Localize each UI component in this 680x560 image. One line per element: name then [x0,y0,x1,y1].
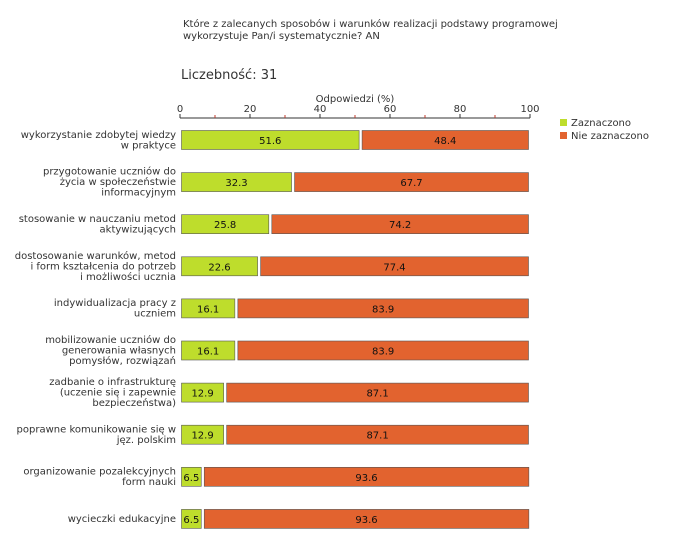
bar-value-label: 25.8 [214,220,236,231]
chart-title-line-2: wykorzystuje Pan/i systematycznie? AN [183,31,380,42]
category-label-7: poprawne komunikowanie się w jęz. polskim [17,424,176,446]
legend-swatch-zaznaczono [560,119,567,126]
bar-value-label: 16.1 [197,304,219,315]
bar-zaznaczono-5 [181,340,236,361]
bar-zaznaczono-4 [181,298,236,319]
x-tick-label-100: 100 [520,104,539,115]
bar-value-label: 93.6 [355,473,377,484]
bar-zaznaczono-1 [181,172,292,192]
bar-zaznaczono-6 [181,382,224,403]
bar-value-label: 87.1 [366,389,388,400]
bar-value-label: 77.4 [383,262,405,273]
bar-value-label: 67.7 [400,178,422,189]
bar-value-label: 6.5 [183,473,199,484]
category-label-4: indywidualizacja pracy z uczniem [54,298,176,320]
category-label-8: organizowanie pozalekcyjnych form nauki [23,467,176,489]
x-tick-label-60: 60 [384,104,397,115]
bar-value-label: 16.1 [197,347,219,358]
bar-value-label: 22.6 [208,262,230,273]
bar-zaznaczono-0 [181,130,360,150]
bar-zaznaczono-2 [181,214,270,234]
bar-nie-zaznaczono-0 [361,130,529,150]
category-label-6: zadbanie o infrastrukturę (uczenie się i … [49,377,176,409]
category-label-3: dostosowanie warunków, metod i form kszta… [15,250,176,283]
legend-swatch-nie-zaznaczono [560,132,567,139]
bars: 51.6 48.4 32.3 67.7 25.8 74.2 22.6 77.4 16.1 83.9… [181,130,530,529]
bar-value-label: 32.3 [225,178,247,189]
x-tick-label-20: 20 [244,104,257,115]
bar-nie-zaznaczono-2 [271,214,529,234]
bar-zaznaczono-8 [181,466,202,487]
chart-title-line-1: Które z zalecanych sposobów i warunków r… [183,18,558,30]
bar-zaznaczono-3 [181,256,258,277]
x-tick-label-40: 40 [314,104,327,115]
bar-value-label: 12.9 [191,431,213,442]
category-label-0: wykorzystanie zdobytej wiedzy w praktyce [21,130,176,152]
bar-nie-zaznaczono-3 [260,256,529,277]
bar-nie-zaznaczono-1 [294,172,529,192]
category-label-9: wycieczki edukacyjne [68,514,176,525]
bar-nie-zaznaczono-9 [203,509,530,529]
x-tick-label-0: 0 [177,104,183,115]
legend: Zaznaczono Nie zaznaczono [560,118,649,142]
bar-zaznaczono-7 [181,424,224,445]
bar-value-label: 83.9 [372,304,394,315]
bar-nie-zaznaczono-6 [226,382,529,403]
bar-value-label: 83.9 [372,347,394,358]
category-label-1: przygotowanie uczniów do życia w społecze… [43,166,176,199]
x-tick-label-80: 80 [454,104,467,115]
bar-value-label: 12.9 [191,389,213,400]
bar-value-label: 87.1 [366,431,388,442]
bar-value-label: 51.6 [259,136,281,147]
bar-nie-zaznaczono-8 [203,466,530,487]
category-labels: wykorzystanie zdobytej wiedzy w praktyce p… [15,130,176,525]
bar-value-label: 6.5 [183,515,199,526]
x-axis: 0 20 40 60 80 100 [177,104,540,119]
category-label-2: stosowanie w nauczaniu metod aktywizujący… [19,214,176,236]
bar-value-label: 74.2 [389,220,411,231]
legend-label-zaznaczono: Zaznaczono [571,118,631,129]
bar-value-label: 93.6 [355,515,377,526]
bar-nie-zaznaczono-5 [237,340,529,361]
bar-nie-zaznaczono-4 [237,298,529,319]
legend-label-nie-zaznaczono: Nie zaznaczono [571,131,649,142]
sample-count: Liczebność: 31 [181,68,277,83]
category-label-5: mobilizowanie uczniów do generowania włas… [45,334,176,367]
bar-value-label: 48.4 [434,136,456,147]
x-axis-label: Odpowiedzi (%) [316,94,395,105]
bar-zaznaczono-9 [181,509,202,529]
bar-nie-zaznaczono-7 [226,424,529,445]
